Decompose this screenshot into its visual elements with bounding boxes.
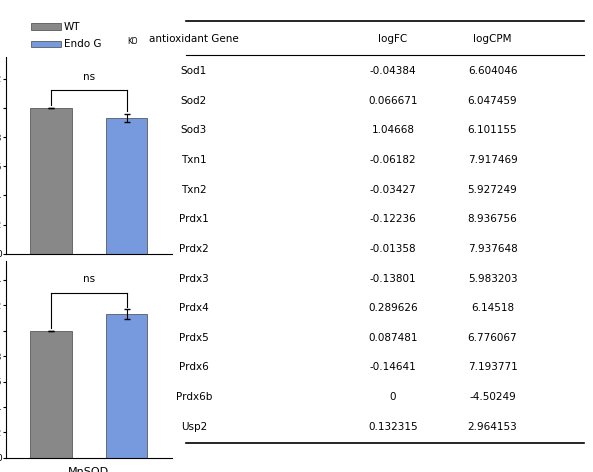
FancyBboxPatch shape [31,41,60,48]
Text: 2.964153: 2.964153 [468,422,518,432]
Text: antioxidant Gene: antioxidant Gene [149,34,239,43]
Text: Usp2: Usp2 [181,422,207,432]
Text: 8.936756: 8.936756 [468,214,518,224]
Text: -0.03427: -0.03427 [369,185,416,195]
Bar [30,331,72,458]
Text: Endo G: Endo G [64,39,101,49]
Text: 0.132315: 0.132315 [368,422,418,432]
Text: Prdx6: Prdx6 [179,362,209,372]
Text: -0.13801: -0.13801 [369,274,416,284]
Bar [106,314,147,458]
Text: 6.604046: 6.604046 [468,66,517,76]
Text: 0: 0 [390,392,396,402]
Text: Sod3: Sod3 [181,126,207,135]
Text: KO: KO [127,37,138,46]
Text: Sod2: Sod2 [181,96,207,106]
Text: Prdx3: Prdx3 [179,274,209,284]
Text: 7.193771: 7.193771 [468,362,518,372]
Text: -4.50249: -4.50249 [469,392,516,402]
Text: 6.14518: 6.14518 [471,303,514,313]
Text: 6.047459: 6.047459 [468,96,517,106]
Text: 5.927249: 5.927249 [468,185,518,195]
Text: 0.066671: 0.066671 [368,96,417,106]
Text: Txn1: Txn1 [181,155,207,165]
X-axis label: Prx5: Prx5 [76,263,101,273]
Text: Prdx4: Prdx4 [179,303,209,313]
Text: WT: WT [64,22,81,32]
Text: Prdx1: Prdx1 [179,214,209,224]
Text: ns: ns [83,274,95,284]
Text: -0.06182: -0.06182 [369,155,416,165]
Text: 6.776067: 6.776067 [468,333,517,343]
Text: 0.289626: 0.289626 [368,303,418,313]
Text: 7.937648: 7.937648 [468,244,518,254]
Bar [106,118,147,254]
Text: Prdx2: Prdx2 [179,244,209,254]
X-axis label: MnSOD: MnSOD [68,467,110,472]
Text: Prdx6b: Prdx6b [176,392,212,402]
Text: Txn2: Txn2 [181,185,207,195]
FancyBboxPatch shape [31,24,60,30]
Text: 6.101155: 6.101155 [468,126,517,135]
Text: 0.087481: 0.087481 [368,333,417,343]
Text: -0.12236: -0.12236 [369,214,416,224]
Bar [30,108,72,254]
Text: Prdx5: Prdx5 [179,333,209,343]
Text: logCPM: logCPM [473,34,512,43]
Text: logFC: logFC [378,34,407,43]
Text: ns: ns [83,72,95,82]
Text: 5.983203: 5.983203 [468,274,517,284]
Text: -0.01358: -0.01358 [369,244,416,254]
Text: 1.04668: 1.04668 [371,126,415,135]
Text: -0.14641: -0.14641 [369,362,416,372]
Text: -0.04384: -0.04384 [369,66,416,76]
Text: 7.917469: 7.917469 [468,155,518,165]
Text: Sod1: Sod1 [181,66,207,76]
